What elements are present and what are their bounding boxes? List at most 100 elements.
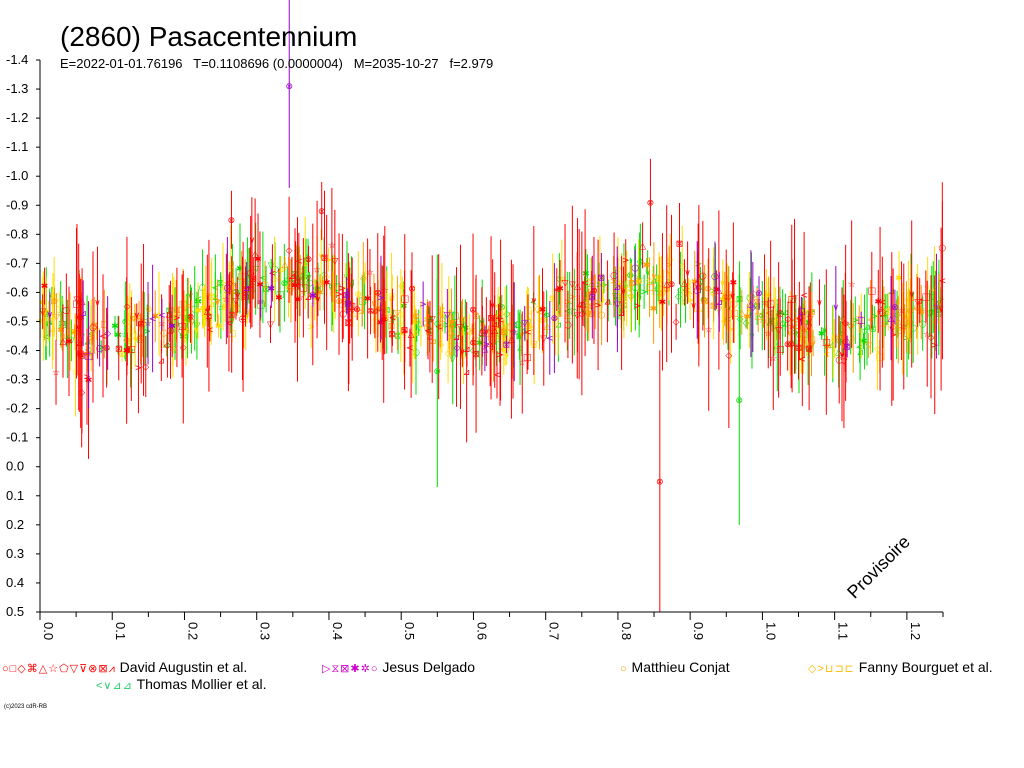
data-point: ▽ [884,305,891,315]
data-point: ☆ [764,329,772,339]
data-point: ○ [711,272,719,282]
data-point: ▽ [775,326,782,336]
data-point: ⊗ [800,335,808,345]
data-point: ☆ [140,316,148,326]
y-tick-label: -0.9 [6,197,28,212]
data-point: ⊗ [353,305,361,315]
data-point: □ [387,313,396,323]
data-point: ○ [631,264,639,274]
data-point: < [206,325,214,335]
data-point: ☆ [902,313,910,323]
data-point: ☆ [509,327,517,337]
data-point: ⊿ [613,283,621,293]
data-point: ☆ [248,281,256,291]
data-point: > [382,315,390,325]
data-point: ✱ [291,281,299,291]
data-point: ∨ [810,339,817,349]
data-point: > [97,343,105,353]
data-point: ⊿ [163,341,171,351]
data-point: ⊿ [604,297,612,307]
data-point: ✱ [200,304,208,314]
data-point: □ [922,293,931,303]
data-point: ◇ [284,275,291,285]
data-point: □ [237,272,246,282]
data-point: ◇ [599,295,606,305]
data-point: ⊠ [91,321,99,331]
data-point: ▽ [394,309,401,319]
data-point: ⊠ [500,328,508,338]
data-point: □ [276,290,285,300]
data-point: ✱ [764,291,772,301]
data-point: ⊿ [913,302,921,312]
data-point: ○ [748,298,756,308]
data-point: > [792,328,800,338]
data-point: ✱ [899,325,907,335]
data-point: ⊿ [288,272,296,282]
data-point: ⊗ [51,297,59,307]
data-point: ∨ [746,306,753,316]
data-point: ✱ [691,278,699,288]
data-point: ▽ [562,279,569,289]
data-point: ⊗ [285,283,293,293]
data-point: ⊿ [916,296,924,306]
data-point: ⊿ [158,357,166,367]
data-point: ∨ [493,324,500,334]
data-point: < [71,328,79,338]
data-point: ⊗ [408,284,416,294]
data-point: > [377,294,385,304]
data-point: □ [754,312,763,322]
data-point: ✱ [114,331,122,341]
legend-symbols-1: ▷⧖⊠✱✲○ [322,663,379,675]
data-point: ◇ [543,310,550,320]
data-point: ✱ [643,261,651,271]
data-point: ⊠ [344,299,352,309]
data-point: ∨ [651,273,658,283]
data-point: ⊿ [239,313,247,323]
outlier-point: ⊗ [318,207,326,217]
data-point: ∨ [132,335,139,345]
data-point: ▽ [379,309,386,319]
data-point: □ [178,322,187,332]
data-point: △ [663,280,670,290]
data-point: ☆ [381,286,389,296]
data-point: ○ [599,284,607,294]
data-point: < [424,327,432,337]
data-point: ∨ [772,317,779,327]
data-point: ∨ [833,303,840,313]
data-point: △ [779,318,786,328]
data-point: > [889,330,897,340]
data-point: ∨ [719,279,726,289]
data-point: ○ [776,309,784,319]
y-tick-label: 0.0 [6,459,24,474]
data-point: △ [747,300,754,310]
data-point: > [71,327,79,337]
data-point: ✱ [380,315,388,325]
data-point: > [721,295,729,305]
data-point: ✱ [41,282,49,292]
data-point: ⊗ [759,312,767,322]
x-tick-label: 0.0 [41,622,56,640]
data-point: ∨ [371,300,378,310]
data-point: > [634,302,642,312]
data-point: > [727,325,735,335]
data-point: ☆ [583,307,591,317]
data-point: ⊿ [463,368,471,378]
data-point: > [622,256,630,266]
data-point: ☆ [901,315,909,325]
data-point: ∨ [489,301,496,311]
data-point: △ [508,335,515,345]
data-point: ⊠ [768,317,776,327]
data-point: > [640,288,648,298]
data-point: ⊿ [558,274,566,284]
data-point: ▽ [874,347,881,357]
data-point: ⊠ [78,352,86,362]
data-point: ⊿ [618,309,626,319]
data-point: △ [681,278,688,288]
data-point: △ [362,269,369,279]
data-point: ∨ [712,273,719,283]
data-point: ▽ [331,257,338,267]
data-point: ∨ [318,252,325,262]
data-point: ◇ [446,328,453,338]
y-tick-label: 0.4 [6,575,24,590]
data-point: ∨ [684,269,691,279]
